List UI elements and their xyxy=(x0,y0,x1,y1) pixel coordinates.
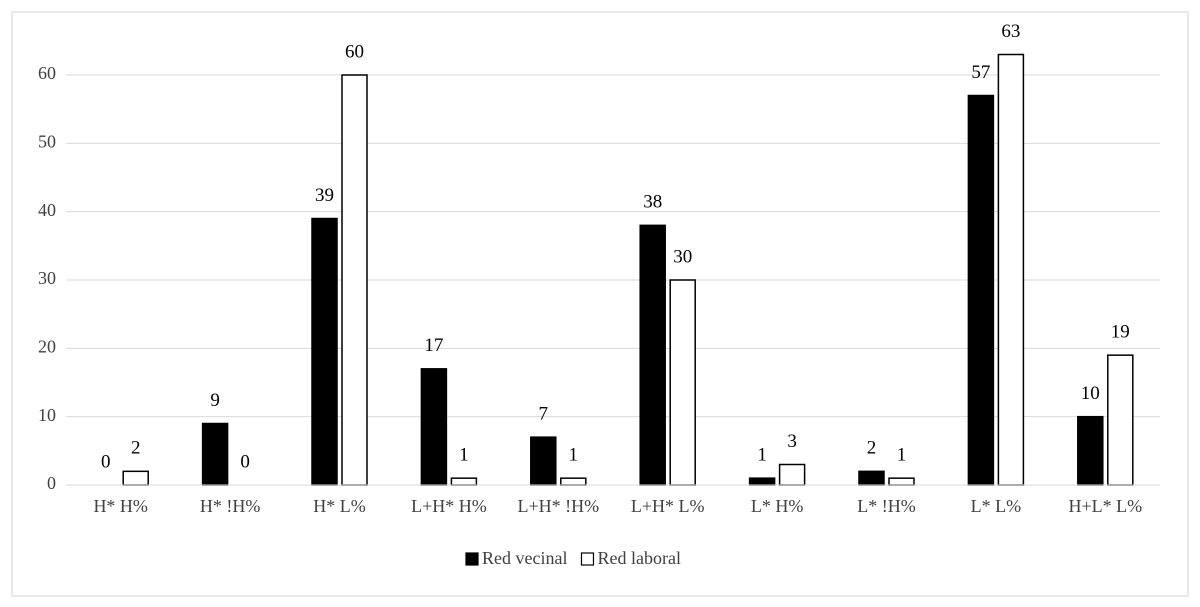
value-label: 39 xyxy=(315,185,334,206)
value-label: 60 xyxy=(345,41,364,62)
bar xyxy=(1107,354,1134,486)
bar xyxy=(997,53,1025,486)
value-label: 0 xyxy=(240,451,250,472)
x-tick-label: L+H* H% xyxy=(411,496,487,516)
value-label: 7 xyxy=(539,404,549,425)
x-tick-label: L* !H% xyxy=(857,496,915,516)
y-tick-label: 40 xyxy=(38,200,56,220)
legend-swatch xyxy=(465,552,479,566)
x-tick-label: H* H% xyxy=(93,496,148,516)
x-tick-label: H* L% xyxy=(313,496,366,516)
value-label: 3 xyxy=(787,431,797,452)
value-label: 57 xyxy=(971,62,990,83)
legend-label: Red vecinal xyxy=(482,548,567,568)
value-label: 1 xyxy=(459,445,469,466)
value-label: 1 xyxy=(757,445,767,466)
value-label: 10 xyxy=(1081,383,1100,404)
value-label: 2 xyxy=(867,438,877,459)
bar xyxy=(639,224,666,486)
legend-label: Red laboral xyxy=(597,548,680,568)
y-tick-label: 20 xyxy=(38,336,56,356)
bar xyxy=(858,470,885,486)
bar xyxy=(560,477,587,486)
value-label: 17 xyxy=(424,335,443,356)
x-tick-label: L+H* !H% xyxy=(517,496,599,516)
value-label: 63 xyxy=(1001,21,1020,42)
x-tick-label: H* !H% xyxy=(200,496,261,516)
value-label: 2 xyxy=(131,438,141,459)
bar xyxy=(450,477,478,486)
bar xyxy=(530,436,557,486)
bar xyxy=(420,368,448,486)
y-tick-label: 10 xyxy=(38,405,56,425)
x-tick-label: L* L% xyxy=(971,496,1021,516)
bar xyxy=(122,470,149,486)
bar xyxy=(778,463,806,486)
bar xyxy=(1077,415,1104,486)
legend-swatch xyxy=(580,552,595,566)
x-tick-label: L* H% xyxy=(751,496,804,516)
bar xyxy=(201,422,229,486)
bar xyxy=(669,279,696,486)
value-label: 38 xyxy=(643,192,662,213)
value-label: 30 xyxy=(673,246,692,267)
y-tick-label: 0 xyxy=(47,473,56,493)
y-tick-label: 30 xyxy=(38,268,56,288)
y-tick-label: 50 xyxy=(38,131,56,151)
x-tick-label: H+L* L% xyxy=(1068,496,1142,516)
bar xyxy=(341,74,368,486)
value-label: 9 xyxy=(210,390,220,411)
y-tick-label: 60 xyxy=(38,63,56,83)
bar xyxy=(311,217,338,486)
value-label: 1 xyxy=(897,445,907,466)
value-label: 1 xyxy=(569,445,579,466)
bar xyxy=(748,477,776,486)
value-label: 0 xyxy=(101,451,111,472)
bar xyxy=(967,94,995,486)
value-label: 19 xyxy=(1111,322,1130,343)
bar xyxy=(888,477,915,486)
x-tick-label: L+H* L% xyxy=(631,496,705,516)
